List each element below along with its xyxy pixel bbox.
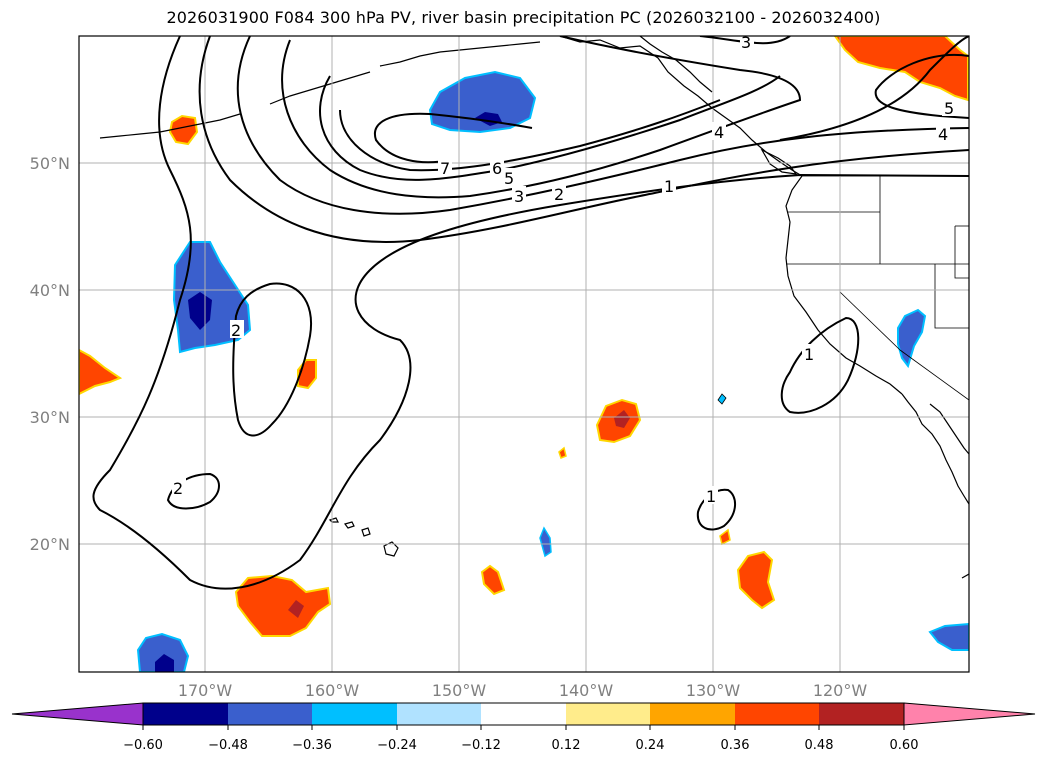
contour-label-5a: 5 — [504, 169, 514, 188]
contour-label-3a: 3 — [514, 187, 524, 206]
precip-region-small-positive-3 — [480, 564, 506, 596]
contour-label-1b: 1 — [804, 345, 814, 364]
precip-region-central-core — [188, 292, 212, 330]
contour-label-4b: 4 — [938, 125, 948, 144]
map-background — [79, 36, 969, 672]
pv-contour-upper-right-4 — [779, 36, 969, 141]
contour-label-1a: 1 — [664, 177, 674, 196]
colorbar-tick-9: 0.48 — [805, 738, 834, 753]
latitude-labels: 50°N 40°N 30°N 20°N — [30, 154, 70, 554]
lon-label-140w: 140°W — [559, 681, 614, 700]
precip-region-sw-negative — [136, 632, 190, 672]
colorbar-seg-1 — [143, 703, 228, 725]
map-title: 2026031900 F084 300 hPa PV, river basin … — [166, 8, 881, 27]
precip-region-tiny-positive — [558, 446, 567, 459]
contour-label-7: 7 — [440, 159, 450, 178]
precip-region-se-positive — [736, 550, 776, 610]
precip-region-mid-core — [614, 410, 630, 428]
pv-contour-central-2 — [232, 282, 313, 437]
precip-region-se-negative — [928, 622, 969, 651]
contour-labels: 1 1 1 1 2 2 2 3 3 4 4 5 5 6 — [172, 33, 956, 506]
map-frame — [78, 35, 970, 673]
colorbar-tick-10: 0.60 — [890, 738, 919, 753]
pv-contour-upper-right-5 — [874, 53, 969, 119]
lat-label-30n: 30°N — [30, 408, 70, 427]
precip-region-aleutian-positive — [168, 114, 199, 146]
lat-label-40n: 40°N — [30, 281, 70, 300]
pv-contour-california-1 — [780, 316, 860, 414]
colorbar-tick-5: −0.12 — [461, 738, 501, 753]
contour-label-2b: 2 — [231, 321, 241, 340]
lon-label-130w: 130°W — [686, 681, 741, 700]
colorbar: −0.60 −0.48 −0.36 −0.24 −0.12 0.12 0.24 … — [11, 702, 1036, 753]
lon-label-120w: 120°W — [813, 681, 868, 700]
precip-region-hawaii-east-negative — [539, 526, 552, 558]
colorbar-seg-7 — [650, 703, 735, 725]
precip-region-sw-core — [155, 654, 174, 672]
precip-region-tiny-negative — [717, 393, 727, 405]
colorbar-tick-6: 0.12 — [552, 738, 581, 753]
colorbar-seg-2 — [228, 703, 312, 725]
contour-label-6: 6 — [492, 159, 502, 178]
pv-contour-4 — [281, 36, 802, 199]
contour-label-3b: 3 — [741, 33, 751, 52]
longitude-labels: 170°W 160°W 150°W 140°W 130°W 120°W — [178, 681, 868, 700]
precip-region-west-positive — [79, 348, 123, 396]
contour-label-2a: 2 — [554, 185, 564, 204]
precip-region-small-positive-2 — [719, 528, 731, 546]
lat-label-50n: 50°N — [30, 154, 70, 173]
colorbar-tick-8: 0.36 — [721, 738, 750, 753]
colorbar-tick-4: −0.24 — [377, 738, 417, 753]
lon-label-150w: 150°W — [432, 681, 487, 700]
colorbar-seg-6 — [566, 703, 650, 725]
pv-contour-2 — [198, 36, 969, 243]
pv-contour-7 — [373, 112, 533, 164]
contour-label-2c: 2 — [173, 479, 183, 498]
colorbar-seg-9 — [819, 703, 904, 725]
colorbar-seg-8 — [735, 703, 819, 725]
colorbar-extend-high — [903, 702, 1036, 726]
colorbar-tick-3: −0.36 — [292, 738, 332, 753]
lon-label-160w: 160°W — [305, 681, 360, 700]
colorbar-tick-1: −0.60 — [123, 738, 163, 753]
graticule — [79, 36, 969, 672]
contour-label-5b: 5 — [944, 99, 954, 118]
colorbar-seg-3 — [312, 703, 397, 725]
contour-label-1c: 1 — [706, 487, 716, 506]
colorbar-tick-7: 0.24 — [636, 738, 665, 753]
lat-label-20n: 20°N — [30, 535, 70, 554]
pv-contour-1 — [92, 36, 969, 590]
precip-region-california-negative — [897, 308, 927, 369]
lon-label-170w: 170°W — [178, 681, 233, 700]
colorbar-tick-2: −0.48 — [208, 738, 248, 753]
contour-label-4a: 4 — [714, 123, 724, 142]
precip-region-south-core — [288, 600, 304, 618]
coastlines — [99, 36, 969, 579]
colorbar-extend-low — [11, 702, 144, 726]
colorbar-seg-4 — [397, 703, 481, 725]
colorbar-seg-5 — [481, 703, 566, 725]
